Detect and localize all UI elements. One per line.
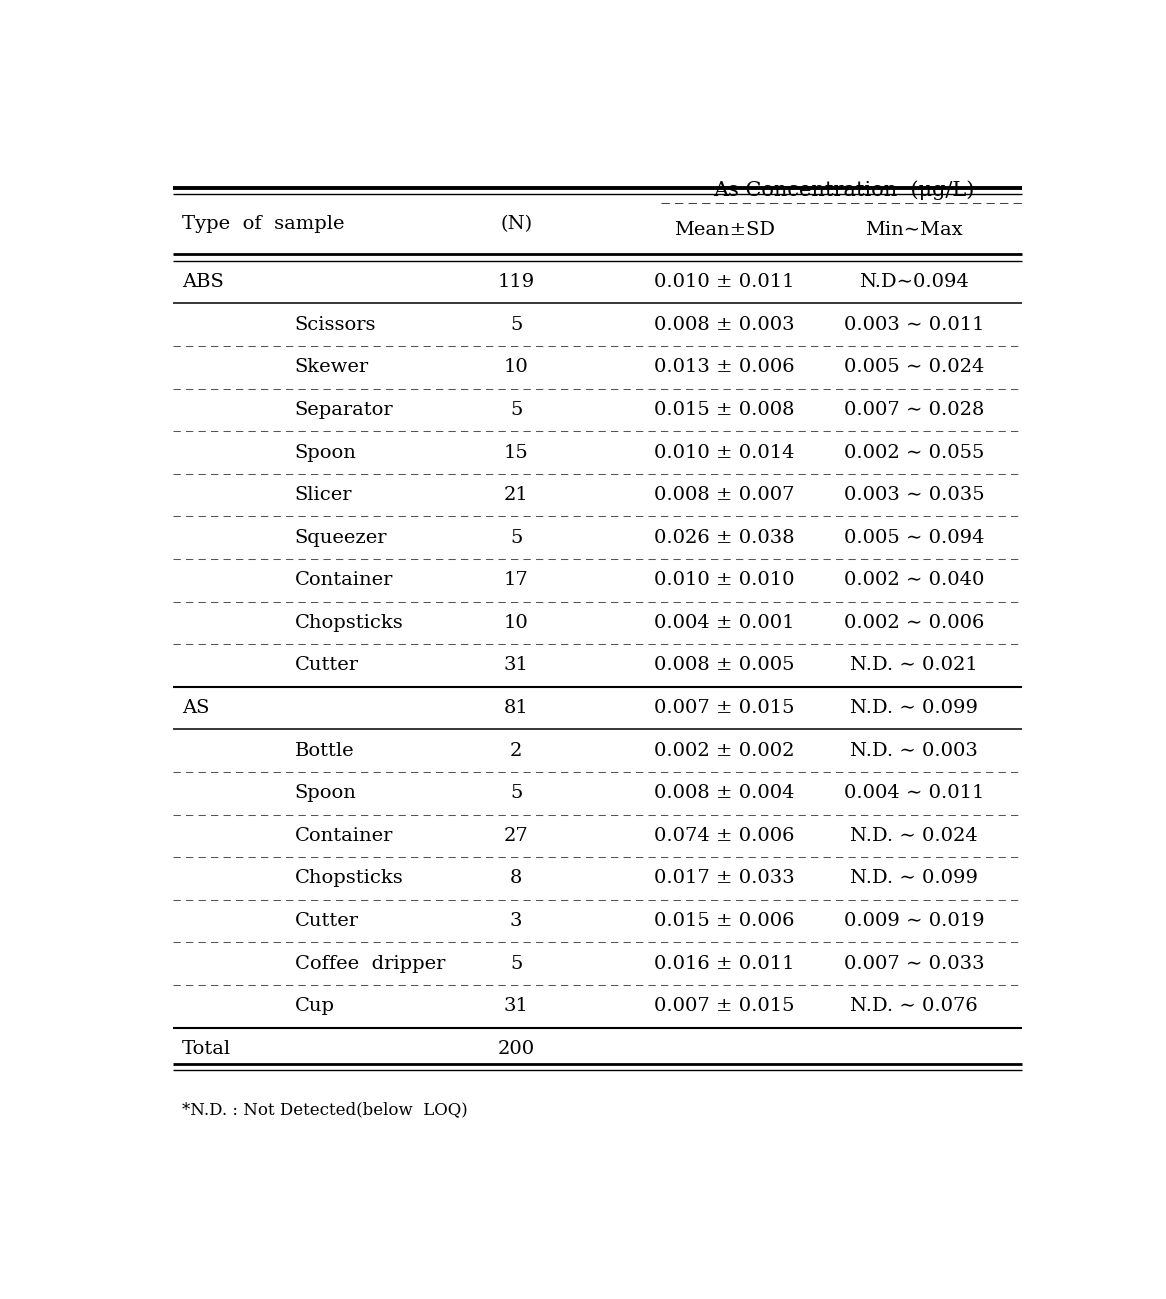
Text: 15: 15 (504, 443, 528, 461)
Text: 0.003 ∼ 0.035: 0.003 ∼ 0.035 (843, 486, 984, 504)
Text: 0.003 ∼ 0.011: 0.003 ∼ 0.011 (844, 316, 984, 334)
Text: Total: Total (182, 1039, 231, 1057)
Text: N.D. ∼ 0.003: N.D. ∼ 0.003 (850, 742, 978, 760)
Text: Spoon: Spoon (295, 443, 357, 461)
Text: As Concentration  (μg/L): As Concentration (μg/L) (714, 181, 975, 200)
Text: 81: 81 (504, 699, 528, 717)
Text: 21: 21 (504, 486, 528, 504)
Text: 119: 119 (498, 273, 535, 291)
Text: 0.005 ∼ 0.024: 0.005 ∼ 0.024 (844, 359, 984, 377)
Text: 5: 5 (510, 529, 522, 547)
Text: 0.013 ± 0.006: 0.013 ± 0.006 (654, 359, 794, 377)
Text: Min∼Max: Min∼Max (865, 221, 963, 239)
Text: 0.015 ± 0.008: 0.015 ± 0.008 (654, 401, 794, 420)
Text: Container: Container (295, 827, 393, 844)
Text: 0.007 ± 0.015: 0.007 ± 0.015 (654, 699, 794, 717)
Text: Squeezer: Squeezer (295, 529, 387, 547)
Text: 0.005 ∼ 0.094: 0.005 ∼ 0.094 (844, 529, 984, 547)
Text: Scissors: Scissors (295, 316, 377, 334)
Text: 5: 5 (510, 955, 522, 973)
Text: 5: 5 (510, 785, 522, 803)
Text: AS: AS (182, 699, 209, 717)
Text: 0.026 ± 0.038: 0.026 ± 0.038 (654, 529, 794, 547)
Text: N.D. ∼ 0.024: N.D. ∼ 0.024 (850, 827, 978, 844)
Text: N.D. ∼ 0.076: N.D. ∼ 0.076 (850, 998, 978, 1016)
Text: 8: 8 (510, 869, 522, 887)
Text: Cup: Cup (295, 998, 335, 1016)
Text: 0.002 ± 0.002: 0.002 ± 0.002 (654, 742, 794, 760)
Text: Slicer: Slicer (295, 486, 352, 504)
Text: Skewer: Skewer (295, 359, 368, 377)
Text: Mean±SD: Mean±SD (674, 221, 774, 239)
Text: 10: 10 (504, 614, 528, 631)
Text: 0.004 ∼ 0.011: 0.004 ∼ 0.011 (844, 785, 984, 803)
Text: Cutter: Cutter (295, 656, 359, 674)
Text: 0.007 ∼ 0.028: 0.007 ∼ 0.028 (844, 401, 984, 420)
Text: 5: 5 (510, 401, 522, 420)
Text: (N): (N) (500, 216, 533, 234)
Text: 0.017 ± 0.033: 0.017 ± 0.033 (654, 869, 794, 887)
Text: 0.010 ± 0.011: 0.010 ± 0.011 (654, 273, 794, 291)
Text: 31: 31 (504, 998, 528, 1016)
Text: 0.008 ± 0.003: 0.008 ± 0.003 (654, 316, 794, 334)
Text: 0.008 ± 0.004: 0.008 ± 0.004 (654, 785, 794, 803)
Text: *N.D. : Not Detected(below  LOQ): *N.D. : Not Detected(below LOQ) (182, 1102, 468, 1118)
Text: Cutter: Cutter (295, 912, 359, 930)
Text: Bottle: Bottle (295, 742, 354, 760)
Text: 27: 27 (504, 827, 528, 844)
Text: Chopsticks: Chopsticks (295, 869, 403, 887)
Text: Spoon: Spoon (295, 785, 357, 803)
Text: N.D∼0.094: N.D∼0.094 (859, 273, 969, 291)
Text: 0.002 ∼ 0.040: 0.002 ∼ 0.040 (844, 572, 984, 590)
Text: Coffee  dripper: Coffee dripper (295, 955, 445, 973)
Text: ABS: ABS (182, 273, 224, 291)
Text: 31: 31 (504, 656, 528, 674)
Text: 17: 17 (504, 572, 528, 590)
Text: 0.016 ± 0.011: 0.016 ± 0.011 (654, 955, 794, 973)
Text: N.D. ∼ 0.021: N.D. ∼ 0.021 (850, 656, 978, 674)
Text: N.D. ∼ 0.099: N.D. ∼ 0.099 (850, 699, 978, 717)
Text: 0.074 ± 0.006: 0.074 ± 0.006 (654, 827, 794, 844)
Text: 0.002 ∼ 0.006: 0.002 ∼ 0.006 (844, 614, 984, 631)
Text: 0.015 ± 0.006: 0.015 ± 0.006 (654, 912, 794, 930)
Text: 5: 5 (510, 316, 522, 334)
Text: Type  of  sample: Type of sample (182, 216, 344, 234)
Text: 0.004 ± 0.001: 0.004 ± 0.001 (654, 614, 794, 631)
Text: 0.009 ∼ 0.019: 0.009 ∼ 0.019 (843, 912, 984, 930)
Text: 0.007 ± 0.015: 0.007 ± 0.015 (654, 998, 794, 1016)
Text: 3: 3 (510, 912, 522, 930)
Text: 0.010 ± 0.014: 0.010 ± 0.014 (654, 443, 794, 461)
Text: 2: 2 (510, 742, 522, 760)
Text: 0.002 ∼ 0.055: 0.002 ∼ 0.055 (844, 443, 984, 461)
Text: 0.008 ± 0.007: 0.008 ± 0.007 (654, 486, 794, 504)
Text: 0.007 ∼ 0.033: 0.007 ∼ 0.033 (843, 955, 984, 973)
Text: Chopsticks: Chopsticks (295, 614, 403, 631)
Text: 0.010 ± 0.010: 0.010 ± 0.010 (654, 572, 794, 590)
Text: Separator: Separator (295, 401, 393, 420)
Text: 10: 10 (504, 359, 528, 377)
Text: N.D. ∼ 0.099: N.D. ∼ 0.099 (850, 869, 978, 887)
Text: 200: 200 (498, 1039, 535, 1057)
Text: 0.008 ± 0.005: 0.008 ± 0.005 (654, 656, 794, 674)
Text: Container: Container (295, 572, 393, 590)
